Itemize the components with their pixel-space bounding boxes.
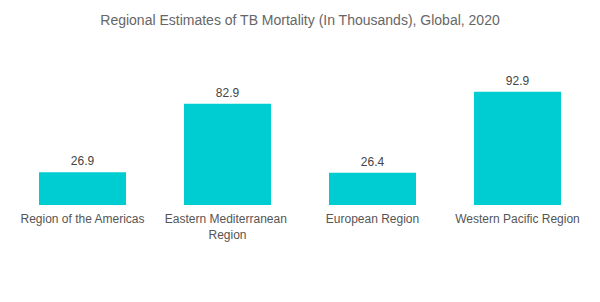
svg-text:82.9: 82.9 <box>216 86 240 100</box>
svg-text:92.9: 92.9 <box>506 74 530 88</box>
svg-text:26.4: 26.4 <box>361 155 385 169</box>
svg-text:Western Pacific Region: Western Pacific Region <box>455 212 580 226</box>
svg-text:European Region: European Region <box>326 212 419 226</box>
svg-text:26.9: 26.9 <box>71 154 95 168</box>
svg-text:Eastern Mediterranean: Eastern Mediterranean <box>165 212 290 226</box>
svg-text:Regional Estimates of TB Morta: Regional Estimates of TB Mortality (In T… <box>100 12 500 28</box>
svg-text:Region: Region <box>208 228 246 242</box>
svg-text:Region of the Americas: Region of the Americas <box>20 212 144 226</box>
